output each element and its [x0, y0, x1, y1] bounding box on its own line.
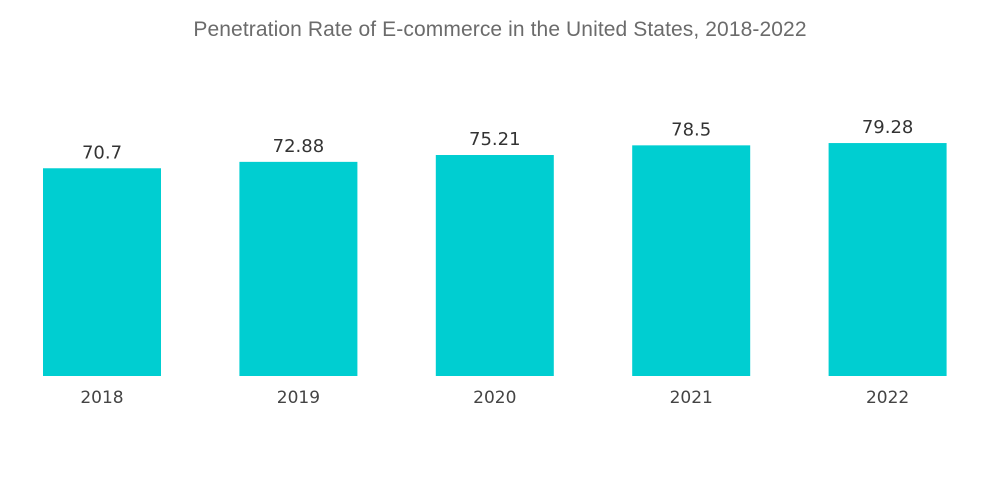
x-tick-label-2019: 2019 [277, 388, 320, 408]
bar-value-label-2021: 78.5 [671, 119, 711, 140]
x-tick-label-2018: 2018 [80, 388, 123, 408]
bar-value-label-2019: 72.88 [273, 136, 325, 157]
bar-2022 [828, 143, 947, 376]
x-tick-label-2021: 2021 [670, 388, 713, 408]
value-labels-group: 70.7 72.88 75.21 78.5 79.28 [82, 117, 913, 163]
x-tick-label-2022: 2022 [866, 388, 909, 408]
bars-group [43, 143, 947, 376]
bar-2019 [239, 161, 358, 376]
x-tick-label-2020: 2020 [473, 388, 516, 408]
bar-value-label-2020: 75.21 [469, 129, 521, 150]
bar-2020 [435, 155, 554, 376]
bar-value-label-2018: 70.7 [82, 142, 122, 163]
bar-value-label-2022: 79.28 [862, 117, 914, 138]
chart-title: Penetration Rate of E-commerce in the Un… [193, 18, 807, 41]
bar-2018 [43, 168, 161, 376]
bar-2021 [632, 145, 751, 376]
x-axis-ticks-group: 2018 2019 2020 2021 2022 [80, 388, 909, 408]
